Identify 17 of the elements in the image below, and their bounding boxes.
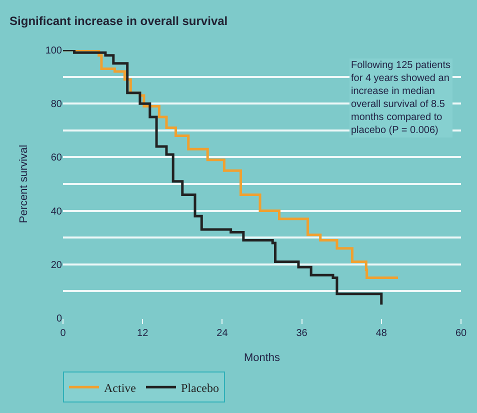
x-axis-title: Months <box>244 352 281 364</box>
y-tick-label: 60 <box>50 152 62 164</box>
x-tick-label: 12 <box>137 328 149 339</box>
annotation: Following 125 patients for 4 years showed an increase in median overall survival of 8.5 months compared to placebo (P = 0.006) <box>351 60 451 136</box>
y-tick-label: 100 <box>45 46 62 56</box>
y-tick-label: 80 <box>50 99 62 110</box>
x-tick-label: 60 <box>455 328 467 339</box>
y-tick-label: 0 <box>56 314 62 324</box>
legend-label: Placebo <box>181 380 219 395</box>
x-tick-label: 36 <box>296 328 308 339</box>
y-axis-title: Percent survival <box>18 144 30 224</box>
x-tick-label: 48 <box>376 328 388 339</box>
chart-title: Significant increase in overall survival <box>10 14 228 28</box>
legend-label: Active <box>104 380 136 395</box>
x-tick-label: 24 <box>216 328 228 339</box>
y-tick-label: 40 <box>50 206 62 218</box>
y-tick-label: 20 <box>50 260 62 271</box>
